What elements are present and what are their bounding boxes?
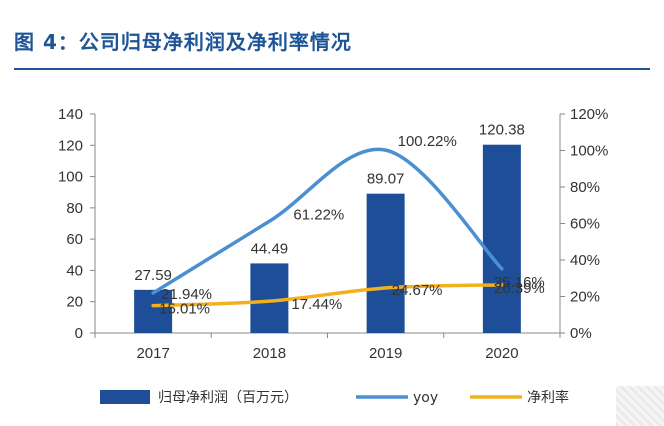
bar-data-label: 44.49 — [251, 240, 289, 257]
yoy-line — [151, 147, 504, 295]
x-tick-label: 2019 — [369, 345, 402, 362]
legend-label-yoy: yoy — [413, 390, 438, 406]
bar-data-label: 27.59 — [134, 267, 172, 284]
yoy-data-label: 35.16% — [494, 274, 545, 291]
legend-swatch-bar — [100, 390, 150, 404]
net-margin-data-label: 24.67% — [392, 282, 443, 299]
net-margin-data-label: 15.01% — [159, 301, 210, 318]
title-divider — [14, 68, 650, 70]
bar — [482, 144, 521, 333]
x-tick-label: 2017 — [136, 345, 169, 362]
x-tick-label: 2018 — [253, 345, 286, 362]
right-tick-label: 0% — [570, 325, 592, 342]
bar-data-label: 120.38 — [479, 122, 525, 139]
bar — [134, 289, 173, 333]
right-tick-label: 20% — [570, 289, 600, 306]
legend-label-bar: 归母净利润（百万元） — [158, 389, 298, 406]
right-tick-label: 60% — [570, 216, 600, 233]
net-margin-line — [151, 283, 504, 308]
net-margin-data-label: 17.44% — [291, 296, 342, 313]
left-tick-label: 100 — [58, 169, 83, 186]
yoy-data-label: 61.22% — [293, 206, 344, 223]
right-tick-label: 40% — [570, 252, 600, 269]
left-tick-label: 60 — [66, 231, 83, 248]
watermark — [616, 386, 664, 426]
right-tick-label: 80% — [570, 179, 600, 196]
x-tick-label: 2020 — [485, 345, 518, 362]
bar — [366, 193, 405, 333]
right-tick-label: 120% — [570, 106, 608, 123]
left-tick-label: 40 — [66, 262, 83, 279]
bar — [250, 263, 289, 333]
left-tick-label: 20 — [66, 294, 83, 311]
left-tick-label: 80 — [66, 200, 83, 217]
yoy-data-label: 100.22% — [398, 133, 457, 150]
legend-label-net-margin: 净利率 — [527, 389, 569, 406]
left-tick-label: 0 — [75, 325, 83, 342]
left-tick-label: 120 — [58, 137, 83, 154]
left-tick-label: 140 — [58, 106, 83, 123]
chart-title: 图 4：公司归母净利润及净利率情况 — [14, 30, 352, 54]
yoy-data-label: 21.94% — [161, 286, 212, 303]
right-tick-label: 100% — [570, 143, 608, 160]
bar-data-label: 89.07 — [367, 171, 405, 188]
net-margin-data-label: 26.39% — [494, 280, 545, 297]
